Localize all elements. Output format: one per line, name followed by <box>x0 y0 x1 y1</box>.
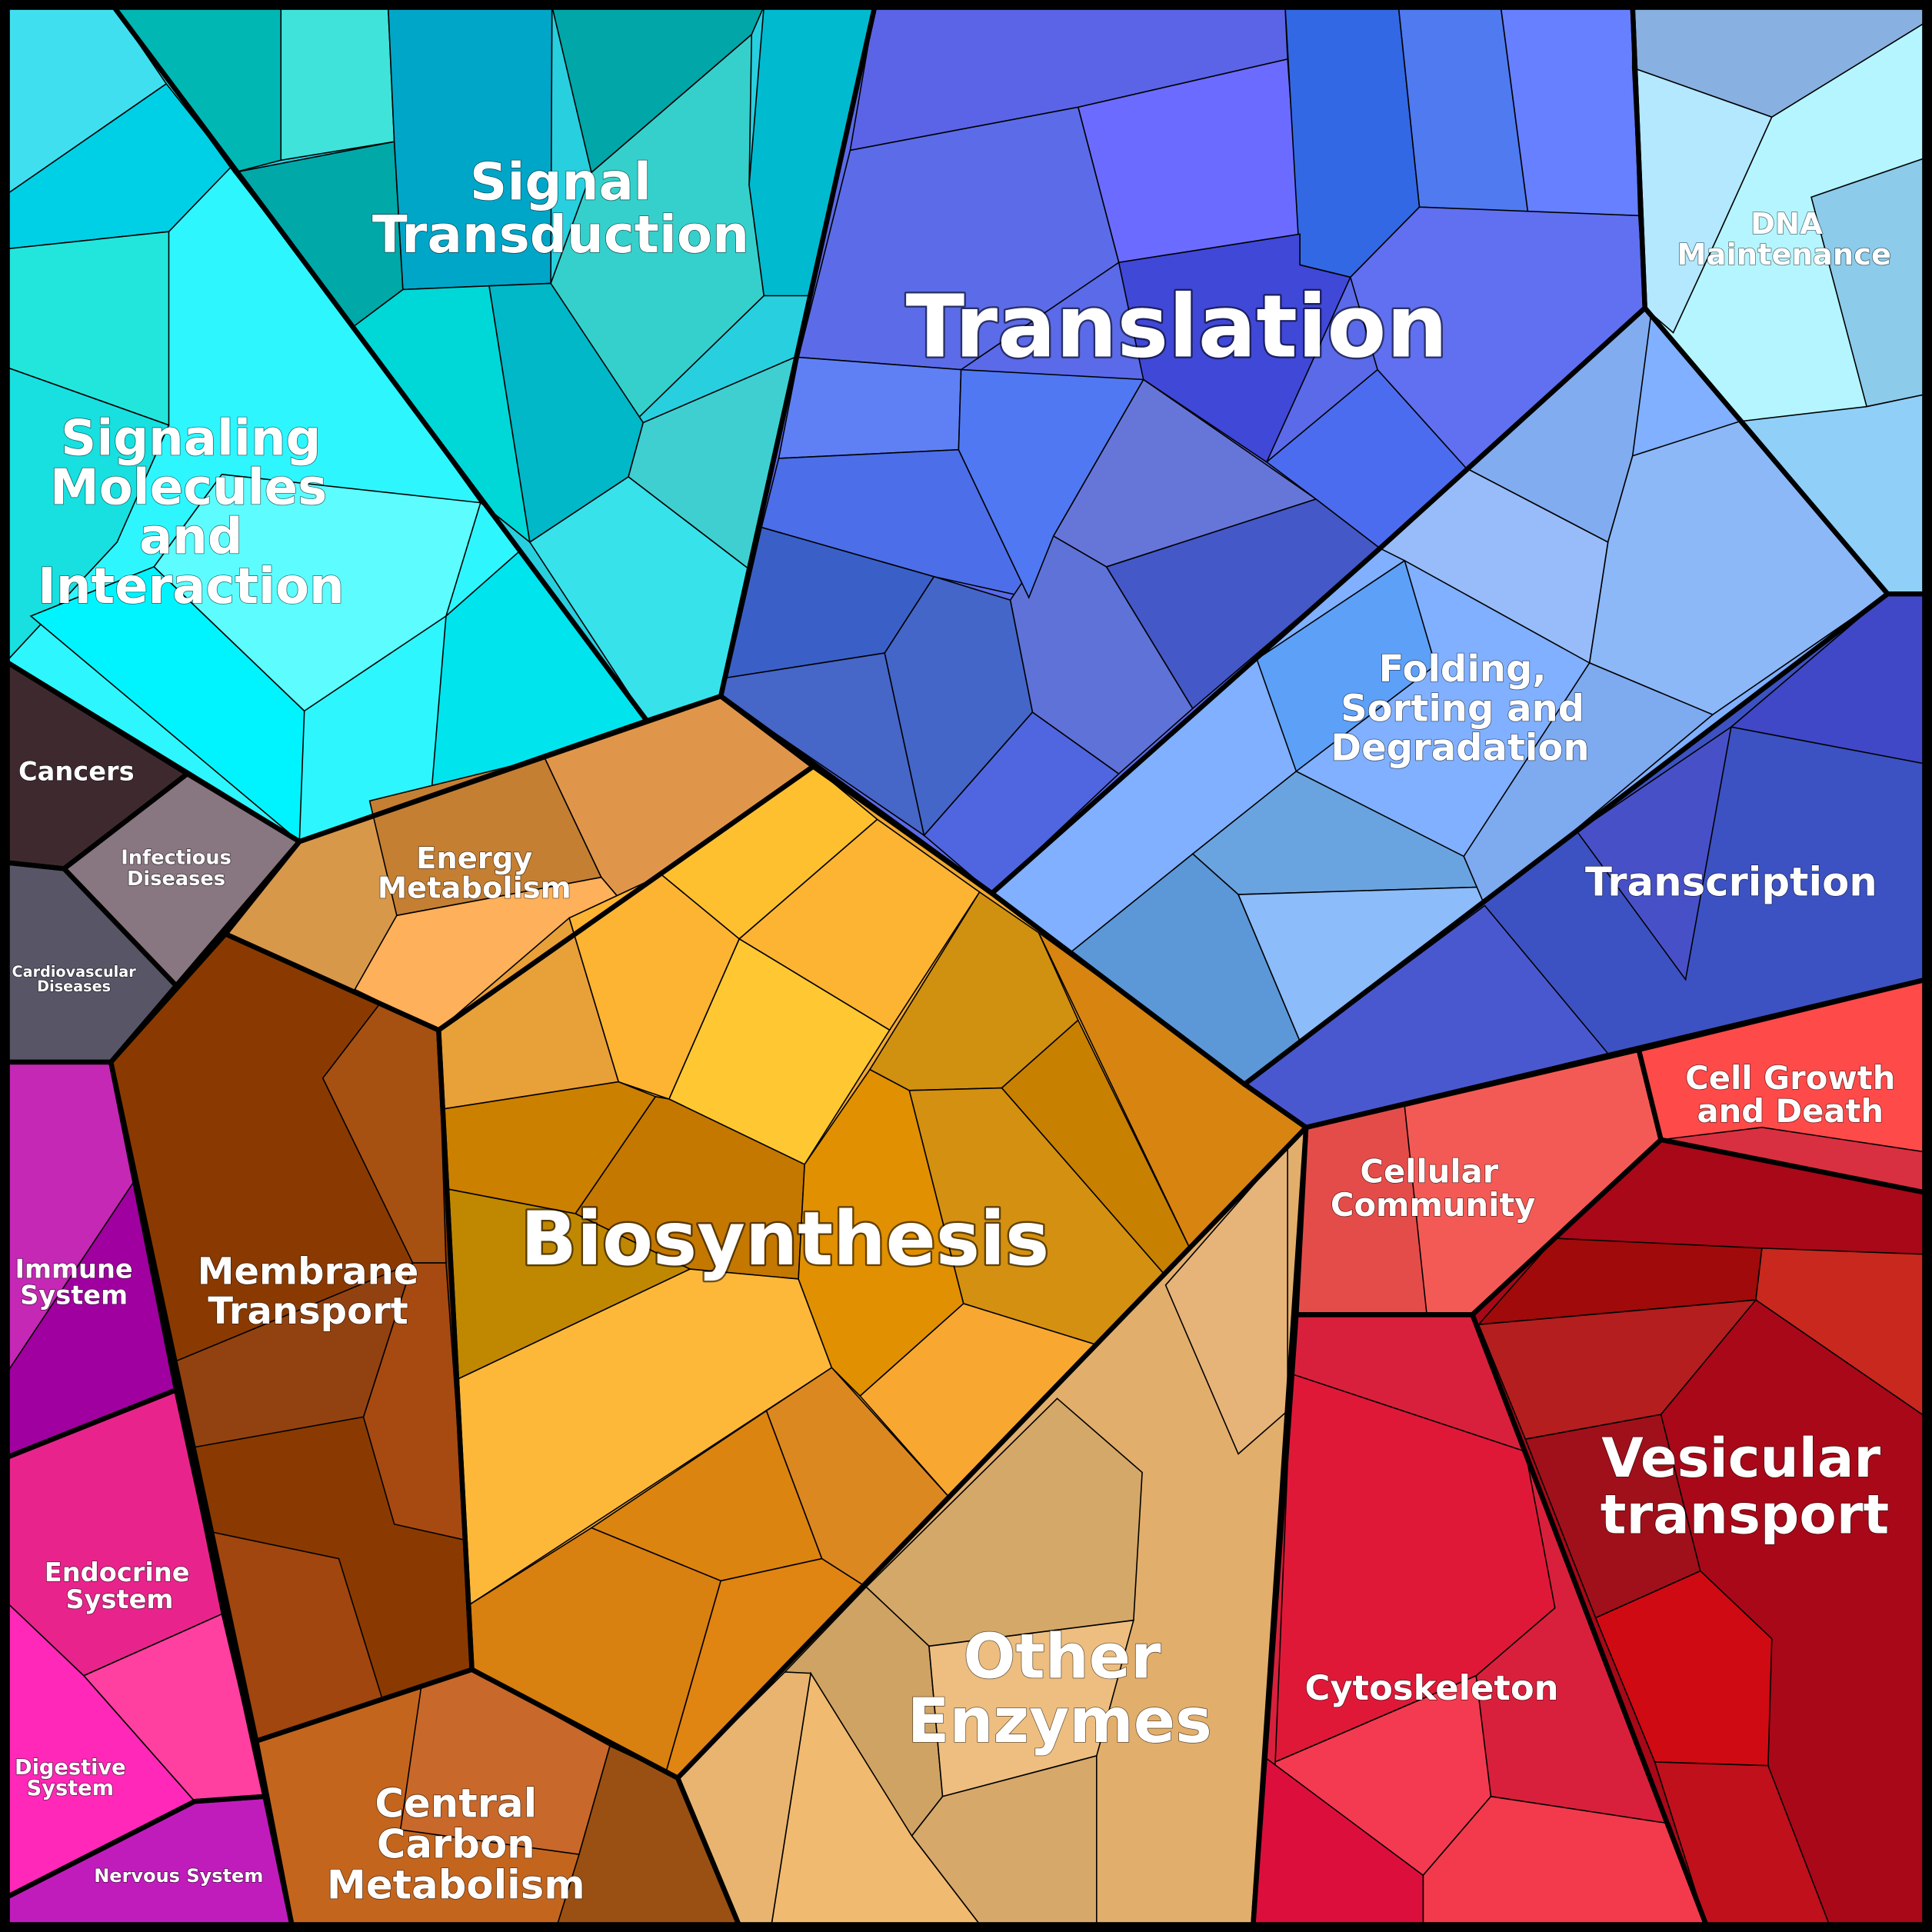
region-label: DNA Maintenance <box>1677 207 1891 272</box>
label-line: Interaction <box>38 558 345 615</box>
label-line: Molecules <box>50 459 327 516</box>
label-line: Cell Growth <box>1685 1059 1895 1097</box>
region-label: Folding, Sorting and Degradation <box>1331 648 1589 770</box>
label-line: Cellular <box>1360 1153 1498 1191</box>
region-label: Membrane Transport <box>198 1251 419 1333</box>
label-line: DNA <box>1750 207 1823 242</box>
region-label: Central Carbon Metabolism <box>327 1781 585 1909</box>
biosynthesis-cells <box>438 765 1307 1779</box>
region-label: Transcription <box>1585 859 1877 905</box>
region-label: Digestive System <box>15 1755 126 1800</box>
label-line: Digestive <box>15 1755 126 1779</box>
labels: Signal Transduction Translation DNA Mainte… <box>12 151 1896 1909</box>
label-line: Infectious <box>121 847 232 870</box>
label-line: Carbon <box>377 1821 535 1867</box>
region-label: Cytoskeleton <box>1305 1667 1559 1708</box>
label-line: Membrane <box>198 1251 419 1294</box>
region-label: Cardiovascular Diseases <box>12 963 137 995</box>
label-line: Cardiovascular <box>12 963 137 981</box>
folding-cells <box>991 307 1889 1085</box>
region-label: Energy Metabolism <box>378 841 571 905</box>
region-label: Signal Transduction <box>372 152 749 265</box>
region-label: Translation <box>906 277 1448 377</box>
region-label: Vesicular transport <box>1601 1427 1889 1547</box>
region-label: Endocrine System <box>45 1557 190 1614</box>
label-line: and <box>139 508 243 565</box>
region-label: Nervous System <box>94 1865 263 1887</box>
label-line: System <box>65 1584 173 1614</box>
region-label: Signaling Molecules and Interaction <box>38 410 345 615</box>
label-line: Community <box>1331 1186 1536 1224</box>
label-line: Vesicular <box>1601 1427 1880 1490</box>
label-line: Signal <box>470 152 651 212</box>
label-line: Metabolism <box>327 1862 585 1908</box>
cellular-processes-cells <box>1252 978 1927 1927</box>
label-line: Enzymes <box>908 1685 1212 1757</box>
label-line: Sorting and <box>1341 687 1584 730</box>
region-label: Cellular Community <box>1331 1153 1536 1224</box>
label-line: Signaling <box>61 410 321 467</box>
other-enzymes-cells <box>677 1125 1307 1927</box>
translation-cells <box>720 5 1646 894</box>
label-line: Central <box>375 1781 537 1827</box>
region-label: Cancers <box>18 756 135 786</box>
label-line: Immune <box>15 1254 132 1284</box>
label-line: Endocrine <box>45 1557 190 1587</box>
label-line: Cytoskeleton <box>1305 1667 1559 1708</box>
region-label: Infectious Diseases <box>121 847 232 891</box>
organismal-cells <box>5 660 301 1927</box>
label-line: Transcription <box>1585 859 1877 905</box>
label-line: Translation <box>906 277 1448 377</box>
label-line: Transduction <box>372 205 749 265</box>
label-line: Diseases <box>127 868 225 891</box>
region-label: Other Enzymes <box>908 1621 1212 1757</box>
label-line: System <box>27 1777 114 1800</box>
label-line: Nervous System <box>94 1865 263 1887</box>
region-label: Biosynthesis <box>521 1196 1049 1282</box>
label-line: Diseases <box>37 978 111 995</box>
dna-maintenance-cells <box>1631 5 1927 595</box>
label-line: Transport <box>208 1290 408 1333</box>
label-line: Energy <box>416 841 532 876</box>
label-line: Biosynthesis <box>521 1196 1049 1282</box>
region-label: Cell Growth and Death <box>1685 1059 1895 1130</box>
label-line: Other <box>963 1621 1161 1693</box>
label-line: Maintenance <box>1677 238 1891 272</box>
signaling-molecules-cells <box>5 5 648 843</box>
label-line: and Death <box>1697 1092 1884 1130</box>
region-label: Immune System <box>15 1254 132 1310</box>
label-line: transport <box>1601 1483 1889 1546</box>
label-line: Metabolism <box>378 871 571 905</box>
central-carbon-cells <box>255 1668 741 1927</box>
label-line: Degradation <box>1331 727 1589 770</box>
label-line: System <box>20 1280 128 1310</box>
label-line: Cancers <box>18 756 135 786</box>
label-line: Folding, <box>1379 648 1547 691</box>
